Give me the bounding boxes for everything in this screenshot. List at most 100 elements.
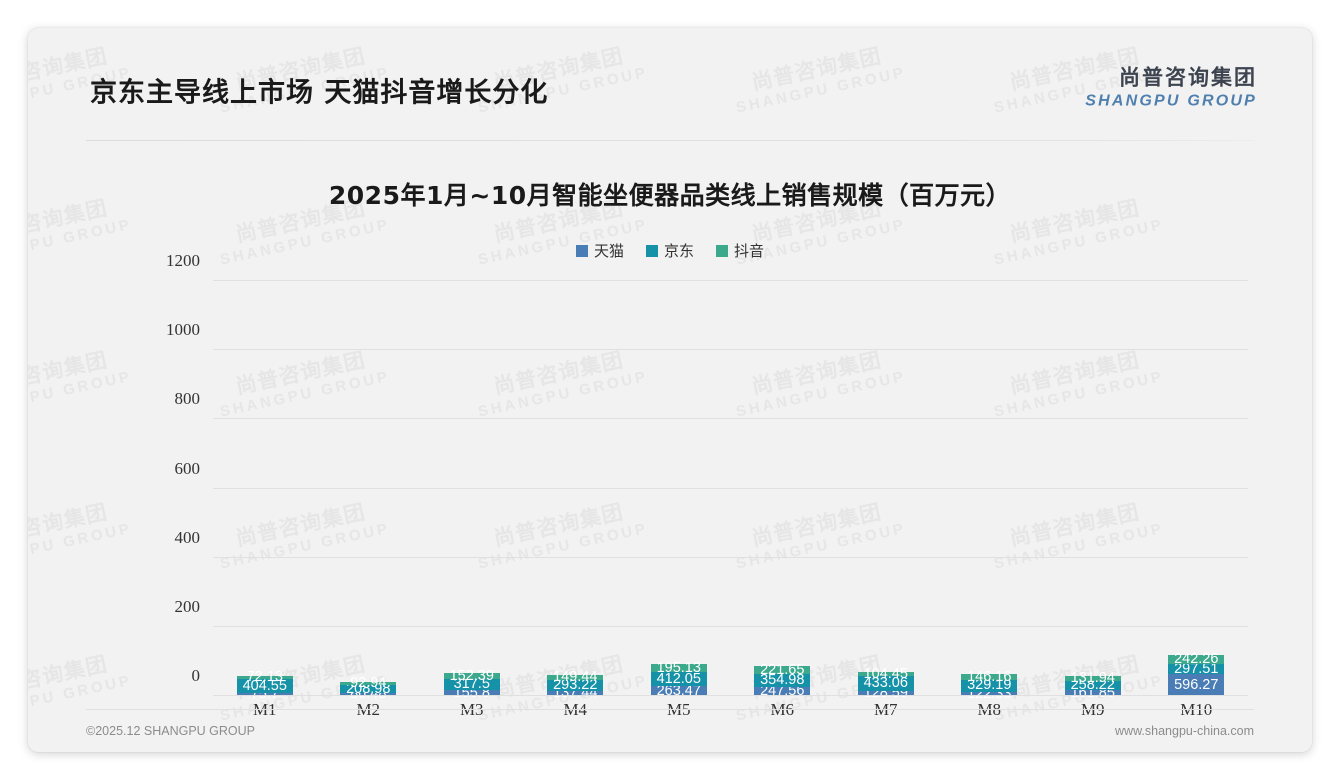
watermark-chinese: 尚普咨询集团 xyxy=(28,652,110,703)
brand-logo: 尚普咨询集团 SHANGPU GROUP xyxy=(1085,62,1257,111)
bar-segment-京东[interactable]: 208.98 xyxy=(340,682,397,696)
bar-segment-抖音[interactable]: 152.39 xyxy=(443,669,500,683)
watermark-english: SHANGPU GROUP xyxy=(28,368,134,421)
bar-value-label: 404.55 xyxy=(242,677,287,694)
stacked-bar[interactable]: 263.47 412.05 195.13 xyxy=(650,653,707,699)
header: 京东主导线上市场 天猫抖音增长分化 尚普咨询集团 SHANGPU GROUP xyxy=(28,28,1312,126)
bar-value-label: 297.51 xyxy=(1174,660,1219,677)
x-axis-tick-label: M3 xyxy=(459,700,484,719)
stacked-bar[interactable]: 247.56 354.98 221.65 xyxy=(754,653,811,698)
x-axis-labels: M1 M2 M3 M4 M5 M6 M7 M8 M9 M10 xyxy=(213,700,1248,720)
watermark-english: SHANGPU GROUP xyxy=(28,672,134,725)
bar-value-label: 242.26 xyxy=(1174,650,1219,667)
bar-value-label: 329.19 xyxy=(967,677,1012,694)
legend-item-京东[interactable]: 京东 xyxy=(645,240,694,261)
stacked-bar[interactable]: 122.33 329.19 146.16 xyxy=(961,653,1018,701)
gridline xyxy=(213,556,1248,558)
header-divider xyxy=(86,140,1254,141)
footer-copyright: ©2025.12 SHANGPU GROUP xyxy=(86,724,255,738)
bar-group-M9: 161.85 258.22 131.94 xyxy=(1041,281,1145,700)
bar-value-label: 263.47 xyxy=(656,682,701,699)
bar-value-label: 596.27 xyxy=(1174,676,1219,693)
watermark-english: SHANGPU GROUP xyxy=(28,520,134,573)
bar-segment-抖音[interactable]: 221.65 xyxy=(754,663,811,677)
legend-label: 抖音 xyxy=(734,242,765,260)
bar-value-label: 258.22 xyxy=(1070,677,1115,694)
stacked-bar[interactable]: 161.85 258.22 131.94 xyxy=(1064,653,1121,700)
chart-title: 2025年1月~10月智能坐便器品类线上销售规模（百万元） xyxy=(328,181,1012,210)
bar-segment-京东[interactable]: 293.22 xyxy=(547,677,604,694)
slide-card: 尚普咨询集团 SHANGPU GROUP 尚普咨询集团 SHANGPU GROUP 尚普… xyxy=(28,28,1312,752)
y-axis-tick-label: 0 xyxy=(191,666,201,685)
watermark-chinese: 尚普咨询集团 xyxy=(28,500,110,551)
bar-group-M6: 247.56 354.98 221.65 xyxy=(731,281,835,698)
chart-legend: 天猫 京东 抖音 xyxy=(28,240,1312,261)
bar-segment-京东[interactable]: 329.19 xyxy=(961,677,1018,694)
bar-segment-抖音[interactable]: 104.45 xyxy=(857,667,914,681)
bar-segment-京东[interactable]: 297.51 xyxy=(1168,660,1225,677)
gridline xyxy=(213,625,1248,627)
bar-segment-抖音[interactable]: 242.26 xyxy=(1168,650,1225,667)
bar-value-label: 208.98 xyxy=(346,680,391,697)
bar-segment-天猫[interactable]: 596.27 xyxy=(1168,674,1225,696)
bar-group-M5: 263.47 412.05 195.13 xyxy=(627,281,731,699)
bar-segment-京东[interactable]: 404.55 xyxy=(236,677,293,694)
gridline xyxy=(213,418,1248,420)
stacked-bar[interactable]: 137.44 293.22 149.44 xyxy=(547,653,604,700)
y-axis-tick-label: 1000 xyxy=(166,320,200,340)
bar-value-label: 317.5 xyxy=(453,676,490,693)
stacked-bar[interactable]: 155.8 317.5 152.39 xyxy=(443,653,500,700)
logo-english-text: SHANGPU GROUP xyxy=(1085,92,1257,110)
y-axis-tick-label: 400 xyxy=(174,527,201,547)
page-title: 京东主导线上市场 天猫抖音增长分化 xyxy=(90,77,549,109)
bar-value-label: 433.06 xyxy=(863,675,908,692)
y-axis-tick-label: 600 xyxy=(174,458,201,478)
bar-segment-抖音[interactable]: 131.94 xyxy=(1064,671,1121,685)
bar-segment-抖音[interactable]: 195.13 xyxy=(650,661,707,675)
bar-value-label: 72.13 xyxy=(246,669,283,686)
bar-value-label: 195.13 xyxy=(656,659,701,676)
x-axis-tick-label: M1 xyxy=(252,700,277,719)
bar-value-label: 293.22 xyxy=(553,677,598,694)
legend-swatch-icon xyxy=(645,244,658,257)
bar-value-label: 152.39 xyxy=(449,667,494,684)
y-axis-tick-label: 1200 xyxy=(166,251,200,270)
x-axis-tick-label: M6 xyxy=(770,700,795,719)
legend-label: 京东 xyxy=(663,242,694,260)
bar-value-label: 131.94 xyxy=(1070,670,1115,687)
bar-segment-抖音[interactable]: 149.44 xyxy=(547,670,604,684)
x-axis-tick-label: M10 xyxy=(1180,700,1213,719)
watermark-chinese: 尚普咨询集团 xyxy=(28,348,110,399)
bar-value-label: 221.65 xyxy=(760,661,805,678)
stacked-bar[interactable]: 128.59 433.06 104.45 xyxy=(857,653,914,700)
legend-item-抖音[interactable]: 抖音 xyxy=(716,240,764,261)
bar-value-label: 149.44 xyxy=(553,669,598,686)
bar-segment-天猫[interactable]: 247.56 xyxy=(754,684,811,698)
stacked-bar[interactable]: 596.27 297.51 242.26 xyxy=(1168,650,1225,696)
footer: ©2025.12 SHANGPU GROUP www.shangpu-china… xyxy=(86,724,1254,738)
x-axis-tick-label: M2 xyxy=(356,700,381,719)
bar-segment-京东[interactable]: 433.06 xyxy=(857,675,914,692)
bar-segment-抖音[interactable]: 72.13 xyxy=(236,670,293,684)
bar-segment-抖音[interactable]: 146.16 xyxy=(961,670,1018,684)
bar-value-label: 412.05 xyxy=(656,670,701,687)
bar-value-label: 104.45 xyxy=(863,665,908,682)
bar-group-M4: 137.44 293.22 149.44 xyxy=(524,281,628,700)
bar-segment-京东[interactable]: 317.5 xyxy=(443,676,500,693)
gridline xyxy=(213,349,1248,351)
logo-chinese-text: 尚普咨询集团 xyxy=(1119,65,1257,90)
bar-segment-京东[interactable]: 258.22 xyxy=(1064,677,1121,694)
bar-segment-天猫[interactable]: 263.47 xyxy=(650,682,707,699)
gridline xyxy=(213,280,1248,281)
bar-value-label: 92.94 xyxy=(350,675,387,692)
legend-item-天猫[interactable]: 天猫 xyxy=(575,240,624,261)
bar-segment-抖音[interactable]: 92.94 xyxy=(340,676,397,690)
bar-value-label: 146.16 xyxy=(967,668,1012,685)
bar-segment-京东[interactable]: 412.05 xyxy=(650,670,707,687)
bar-segment-京东[interactable]: 354.98 xyxy=(754,673,811,687)
